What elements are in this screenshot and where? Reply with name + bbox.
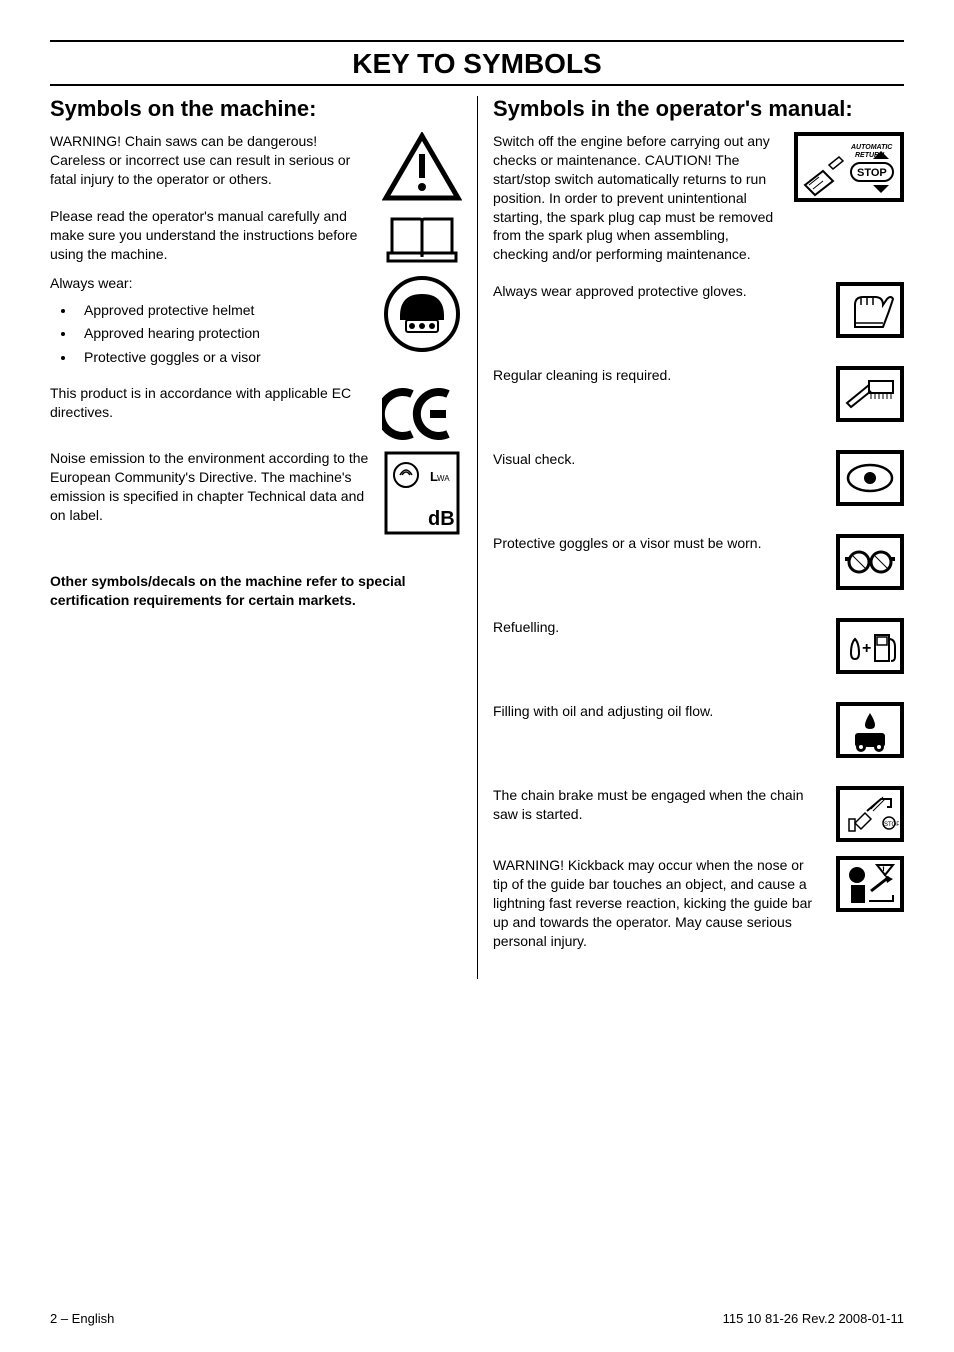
- svg-text:!: !: [882, 865, 885, 875]
- list-item: Approved protective helmet: [76, 299, 370, 323]
- oil-row: Filling with oil and adjusting oil flow.: [493, 702, 904, 758]
- goggles-text: Protective goggles or a visor must be wo…: [493, 534, 822, 553]
- kickback-icon: !: [836, 856, 904, 912]
- footer-right: 115 10 81-26 Rev.2 2008-01-11: [723, 1311, 904, 1326]
- always-wear-label: Always wear:: [50, 274, 370, 293]
- helmet-icon: [382, 274, 462, 359]
- oil-icon: [836, 702, 904, 758]
- always-wear-row: Always wear: Approved protective helmet …: [50, 274, 462, 384]
- warning-triangle-icon: [382, 132, 462, 207]
- chain-brake-icon: STOP: [836, 786, 904, 842]
- goggles-icon: [836, 534, 904, 590]
- gloves-row: Always wear approved protective gloves.: [493, 282, 904, 338]
- noise-row: Noise emission to the environment accord…: [50, 449, 462, 542]
- visual-check-text: Visual check.: [493, 450, 822, 469]
- chain-brake-text: The chain brake must be engaged when the…: [493, 786, 822, 824]
- ec-row: This product is in accordance with appli…: [50, 384, 462, 449]
- footer-left: 2 – English: [50, 1311, 114, 1326]
- kickback-row: WARNING! Kickback may occur when the nos…: [493, 856, 904, 950]
- top-rule: [50, 40, 904, 42]
- page-title: KEY TO SYMBOLS: [50, 48, 904, 80]
- list-item: Protective goggles or a visor: [76, 346, 370, 370]
- svg-text:+: +: [862, 640, 871, 657]
- right-heading: Symbols in the operator's manual:: [493, 96, 904, 122]
- eye-icon: [836, 450, 904, 506]
- ec-directive-text: This product is in accordance with appli…: [50, 384, 370, 422]
- goggles-row: Protective goggles or a visor must be wo…: [493, 534, 904, 590]
- svg-text:WA: WA: [437, 474, 450, 483]
- warning-text: WARNING! Chain saws can be dangerous! Ca…: [50, 132, 370, 189]
- read-manual-row: Please read the operator's manual carefu…: [50, 207, 462, 274]
- read-manual-text: Please read the operator's manual carefu…: [50, 207, 370, 264]
- left-heading: Symbols on the machine:: [50, 96, 462, 122]
- right-column: Symbols in the operator's manual: Switch…: [477, 96, 904, 979]
- switch-off-row: Switch off the engine before carrying ou…: [493, 132, 904, 264]
- warning-row: WARNING! Chain saws can be dangerous! Ca…: [50, 132, 462, 207]
- noise-emission-text: Noise emission to the environment accord…: [50, 449, 370, 525]
- svg-text:dB: dB: [428, 508, 455, 530]
- ppe-list: Approved protective helmet Approved hear…: [76, 299, 370, 370]
- svg-text:AUTOMATIC: AUTOMATIC: [850, 144, 893, 151]
- visual-check-row: Visual check.: [493, 450, 904, 506]
- oil-text: Filling with oil and adjusting oil flow.: [493, 702, 822, 721]
- cleaning-row: Regular cleaning is required.: [493, 366, 904, 422]
- stop-switch-icon: AUTOMATIC RETURN STOP: [794, 132, 904, 202]
- gloves-text: Always wear approved protective gloves.: [493, 282, 822, 301]
- chain-brake-row: The chain brake must be engaged when the…: [493, 786, 904, 842]
- cleaning-text: Regular cleaning is required.: [493, 366, 822, 385]
- page-footer: 2 – English 115 10 81-26 Rev.2 2008-01-1…: [50, 1311, 904, 1326]
- other-symbols-note: Other symbols/decals on the machine refe…: [50, 572, 462, 610]
- noise-emission-icon: L WA dB: [382, 449, 462, 542]
- svg-text:STOP: STOP: [857, 167, 887, 179]
- refuelling-text: Refuelling.: [493, 618, 822, 637]
- under-title-rule: [50, 84, 904, 86]
- svg-text:STOP: STOP: [884, 822, 899, 828]
- refuelling-row: Refuelling. +: [493, 618, 904, 674]
- list-item: Approved hearing protection: [76, 322, 370, 346]
- manual-book-icon: [382, 207, 462, 272]
- switch-off-text: Switch off the engine before carrying ou…: [493, 132, 780, 264]
- fuel-icon: +: [836, 618, 904, 674]
- brush-icon: [836, 366, 904, 422]
- kickback-text: WARNING! Kickback may occur when the nos…: [493, 856, 822, 950]
- gloves-icon: [836, 282, 904, 338]
- left-column: Symbols on the machine: WARNING! Chain s…: [50, 96, 477, 979]
- ce-mark-icon: [382, 384, 462, 449]
- two-column-layout: Symbols on the machine: WARNING! Chain s…: [50, 96, 904, 979]
